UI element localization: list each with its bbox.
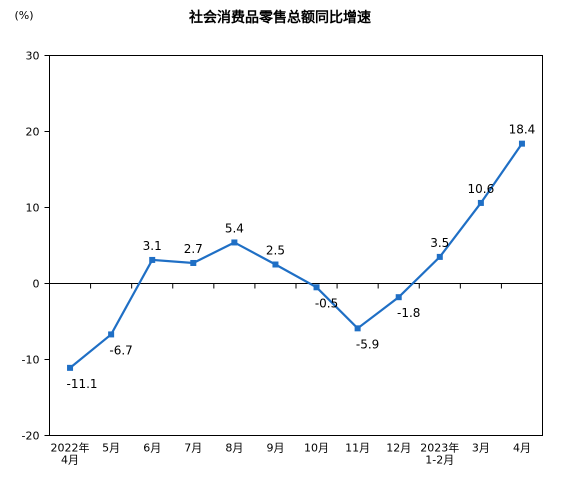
x-tick-label: 1-2月 [425,454,454,467]
x-tick-label: 10月 [304,442,329,455]
x-tick-label: 5月 [102,442,120,455]
data-point-marker [149,256,156,263]
series-line [69,143,523,369]
y-tick-label: -20 [22,430,40,443]
y-tick-label: 20 [26,126,40,139]
data-point-marker [272,261,279,268]
y-tick-label: -10 [22,354,40,367]
data-point-marker [354,325,361,332]
x-tick-label: 9月 [266,442,284,455]
x-tick-label: 2023年 [420,441,459,455]
plot-area-frame [49,55,543,436]
data-label: 2.7 [184,242,203,256]
data-point-marker [190,259,197,266]
data-point-marker [231,239,238,246]
data-label: 10.6 [468,182,495,196]
data-label: 3.1 [143,239,162,253]
data-label: -5.9 [356,337,379,351]
chart-title: 社会消费品零售总额同比增速 [188,9,371,26]
data-point-marker [395,294,402,301]
data-point-marker [67,364,74,371]
data-labels-group: -11.1 -6.7 3.1 2.7 5.4 2.5 -0.5 -5.9 -1.8 3.5 10.6… [67,123,536,391]
x-tick-label: 4月 [61,454,79,467]
series-line-group [67,140,525,371]
x-tick-label: 8月 [225,442,243,455]
x-tick-label: 11月 [345,442,370,455]
data-label: 18.4 [509,123,536,137]
y-axis-unit-label: (%) [14,9,33,22]
data-label: 3.5 [430,236,449,250]
y-tick-label: 30 [26,50,40,63]
data-label: -6.7 [109,343,132,357]
data-point-marker [518,140,525,147]
y-tick-label: 10 [26,202,40,215]
x-tick-label: 12月 [386,442,411,455]
data-label: 2.5 [266,244,285,258]
data-point-marker [313,284,320,291]
x-tick-label: 4月 [513,442,531,455]
x-tick-label: 2022年 [51,441,90,455]
data-label: 5.4 [225,221,244,235]
data-label: -11.1 [67,377,98,391]
data-point-marker [436,253,443,260]
x-tick-label: 6月 [143,442,161,455]
data-label: -1.8 [397,306,420,320]
data-label: -0.5 [315,296,338,310]
data-point-marker [477,199,484,206]
x-tick-label: 3月 [472,442,490,455]
y-tick-label: 0 [33,278,40,291]
x-tick-label: 7月 [184,442,202,455]
data-point-marker [108,331,115,338]
